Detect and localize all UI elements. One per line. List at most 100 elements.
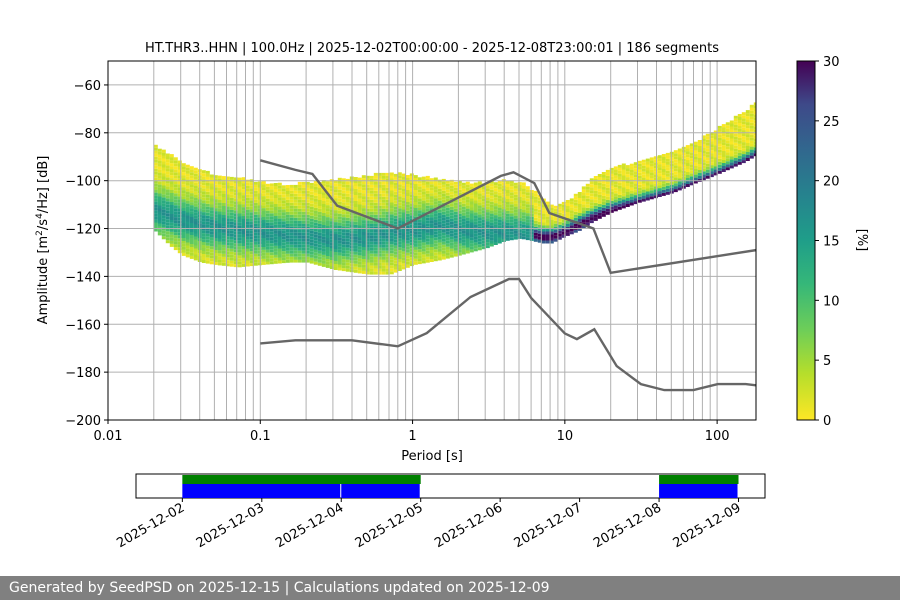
heatmap-cell [189,205,194,209]
heatmap-cell [441,253,446,257]
heatmap-cell [337,255,342,259]
colorbar-tick-label: 25 [823,115,840,130]
heatmap-cell [485,197,490,201]
heatmap-cell [381,241,386,245]
heatmap-cell [557,209,562,213]
heatmap-cell [573,214,578,218]
heatmap-cell [389,229,394,233]
heatmap-cell [165,207,170,211]
heatmap-cell [385,172,390,176]
heatmap-cell [629,190,634,194]
timeline-blue-span [659,484,738,498]
heatmap-cell [489,243,494,247]
heatmap-cell [533,196,538,200]
heatmap-cell [485,245,490,249]
heatmap-cell [293,184,298,188]
heatmap-cell [753,120,756,124]
heatmap-cell [293,259,298,263]
heatmap-cell [521,233,526,237]
heatmap-cell [173,166,178,170]
heatmap-cell [393,236,398,240]
heatmap-cell [165,219,170,223]
heatmap-cell [461,215,466,219]
heatmap-cell [181,232,186,235]
heatmap-cell [517,223,522,227]
heatmap-cell [409,239,414,243]
heatmap-cell [697,155,702,158]
heatmap-cell [333,231,338,235]
heatmap-cell [201,203,206,207]
heatmap-cell [165,156,170,160]
heatmap-cell [325,235,330,238]
heatmap-cell [249,200,254,204]
heatmap-cell [177,184,182,188]
heatmap-cell [381,253,386,257]
heatmap-cell [389,262,394,266]
heatmap-cell [293,196,298,200]
heatmap-cell [577,218,582,222]
heatmap-cell [689,182,694,186]
heatmap-cell [409,221,414,225]
heatmap-cell [353,177,358,180]
heatmap-cell [457,213,462,217]
heatmap-cell [485,230,490,234]
heatmap-cell [341,190,346,194]
heatmap-cell [461,188,466,192]
heatmap-cell [341,211,346,215]
heatmap-cell [313,180,318,184]
heatmap-cell [529,219,534,223]
heatmap-cell [261,181,266,185]
heatmap-cell [621,193,626,197]
heatmap-cell [373,253,378,257]
heatmap-cell [377,259,382,263]
heatmap-cell [561,225,566,229]
heatmap-cell [217,250,222,254]
heatmap-cell [473,221,478,225]
heatmap-cell [437,230,442,234]
heatmap-cell [165,195,170,199]
heatmap-cell [509,183,514,187]
heatmap-cell [313,213,318,217]
heatmap-cell [617,176,622,180]
heatmap-cell [325,261,330,265]
heatmap-cell [325,202,330,206]
heatmap-cell [173,202,178,206]
heatmap-cell [397,214,402,218]
heatmap-cell [665,188,670,192]
heatmap-cell [333,195,338,199]
heatmap-cell [465,181,470,185]
heatmap-cell [193,191,198,195]
heatmap-cell [553,205,558,209]
heatmap-cell [361,184,366,188]
heatmap-cell [213,259,218,262]
heatmap-cell [173,184,178,188]
heatmap-cell [277,182,282,186]
heatmap-cell [657,158,662,162]
heatmap-cell [581,204,586,208]
heatmap-cell [357,180,362,184]
heatmap-cell [457,219,462,223]
heatmap-cell [353,212,358,216]
heatmap-cell [413,193,418,196]
heatmap-cell [245,194,250,198]
heatmap-cell [409,224,414,228]
heatmap-cell [393,242,398,246]
heatmap-cell [517,182,522,186]
heatmap-cell [269,189,274,193]
heatmap-cell [429,250,434,253]
heatmap-cell [277,245,282,249]
heatmap-cell [221,194,226,197]
heatmap-cell [353,257,358,261]
heatmap-cell [377,172,382,176]
heatmap-cell [341,241,346,245]
heatmap-cell [741,145,746,149]
heatmap-cell [385,238,390,242]
heatmap-cell [445,228,450,232]
heatmap-cell [277,191,282,195]
heatmap-cell [573,196,578,200]
heatmap-cell [405,201,410,205]
heatmap-cell [273,224,278,228]
heatmap-cell [313,216,318,220]
heatmap-cell [481,198,486,202]
heatmap-cell [457,210,462,214]
